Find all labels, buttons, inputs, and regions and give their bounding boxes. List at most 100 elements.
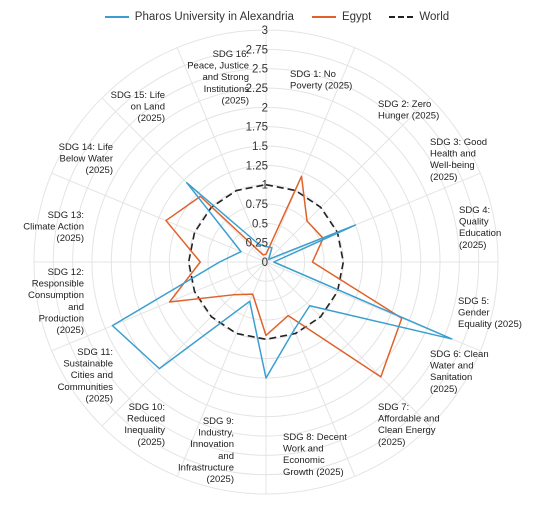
series-line-egypt [165,175,403,378]
category-label-line: SDG 14: Life [59,142,113,153]
category-label-line: (2025) [459,240,486,251]
category-label-line: SDG 7: [378,402,409,413]
category-label-line: Quality [459,217,489,228]
category-label-line: Sustainable [63,359,113,370]
legend-label-egypt: Egypt [341,11,372,23]
grid-spoke [265,172,481,263]
legend-swatch-world [389,16,414,18]
tick-label: 1.25 [246,160,268,172]
grid-spoke [101,97,267,263]
category-label-line: Reduced [127,414,165,425]
category-label-line: Communities [58,382,114,393]
category-label-line: Cities and [71,370,113,381]
tick-label: 2.75 [246,44,268,56]
category-label-line: (2025) [430,172,457,183]
category-label: SDG 12: Responsible Consumption and Producti… [28,267,84,336]
category-label-line: SDG 8: Decent [283,432,347,443]
category-label-line: SDG 1: No [290,69,336,80]
category-label-line: Well-being [430,160,475,171]
category-label: SDG 9: Industry, Innovation and Infrastructu… [178,416,234,485]
radar-series [111,175,453,379]
series-line-pharos-university-in-alexandria [111,181,453,379]
category-label-line: and Strong [203,72,249,83]
tick-label: 1 [262,180,268,192]
category-label-line: Education [459,228,501,239]
category-label-line: (2025) [138,437,165,448]
category-label-line: Gender [458,308,490,319]
grid-spoke [51,172,267,263]
category-label-line: Climate Action [23,222,84,233]
legend-label-pharos: Pharos University in Alexandria [134,11,294,23]
category-label-line: SDG 9: [203,416,234,427]
category-label: SDG 10: Reduced Inequality (2025) [124,402,165,448]
tick-label: 0 [262,257,268,269]
grid-spoke [265,47,356,263]
category-label: SDG 1: No Poverty (2025) [290,69,352,92]
category-label-line: SDG 16: [213,49,249,60]
tick-label: 2.5 [252,64,268,76]
category-label: SDG 3: Good Health and Well-being (2025) [430,137,487,183]
grid-spoke [51,261,267,352]
category-label-line: (2025) [57,325,84,336]
category-label-line: (2025) [57,233,84,244]
category-label-line: (2025) [378,437,405,448]
category-label-line: Poverty (2025) [290,81,352,92]
category-label-line: SDG 10: [129,402,165,413]
tick-label: 0.75 [246,199,268,211]
category-label-line: Equality (2025) [458,319,522,330]
legend-swatch-pharos [104,16,129,18]
category-label: SDG 7: Affordable and Clean Energy (2025) [378,402,440,448]
category-label-line: Industry, [198,428,234,439]
category-label: SDG 5: Gender Equality (2025) [458,296,522,330]
tick-label: 2.25 [246,83,268,95]
tick-label: 3 [262,25,268,37]
category-label: SDG 13: Climate Action (2025) [23,210,84,244]
grid-spoke [101,261,267,427]
tick-label: 1.75 [246,122,268,134]
category-label: SDG 4: Quality Education (2025) [459,205,501,251]
category-label-line: SDG 15: Life [111,90,165,101]
tick-label: 0.25 [246,238,268,250]
category-label-line: and [68,302,84,313]
category-label-line: SDG 3: Good [430,137,487,148]
legend-item-pharos[interactable]: Pharos University in Alexandria [104,11,294,23]
category-label: SDG 15: Life on Land (2025) [111,90,165,124]
category-label-line: Innovation [190,439,234,450]
tick-label: 0.5 [252,218,268,230]
legend-item-egypt[interactable]: Egypt [311,11,372,23]
category-label-line: (2025) [430,384,457,395]
category-label: SDG 8: Decent Work and Economic Growth (202… [283,432,347,478]
category-label-line: (2025) [207,474,234,485]
legend-item-world[interactable]: World [389,11,449,23]
tick-label: 1.5 [252,141,268,153]
category-label-line: Hunger (2025) [378,111,439,122]
category-label: SDG 6: Clean Water and Sanitation (2025) [430,349,489,395]
category-label-line: SDG 2: Zero [378,99,431,110]
category-label-line: Sanitation [430,372,472,383]
category-label-line: SDG 5: [458,296,489,307]
grid-spoke [265,97,431,263]
category-label-line: Peace, Justice [187,61,249,72]
tick-label: 2 [262,102,268,114]
grid-spoke [265,261,356,477]
grid-spoke [176,47,267,263]
grid-spoke [265,261,431,427]
category-label-line: Production [39,313,84,324]
category-label-line: SDG 6: Clean [430,349,489,360]
category-label-line: and [218,451,234,462]
category-label-line: SDG 11: [77,347,113,358]
chart-legend: Pharos University in Alexandria Egypt Wo… [0,6,554,28]
category-label-line: Infrastructure [178,462,234,473]
grid-spoke [176,261,267,477]
category-label-line: on Land [131,102,165,113]
radial-tick-labels: 0 0.25 0.5 0.75 1 1.25 1.5 1.75 2 2.25 2.5 2.75 3 [246,25,268,269]
category-label-line: Clean Energy [378,425,436,436]
legend-label-world: World [419,11,450,23]
category-label-line: Below Water [60,154,114,165]
category-label-line: (2025) [222,95,249,106]
legend-swatch-egypt [311,16,336,18]
category-label-line: Work and [283,444,323,455]
category-label-line: Institutions [204,84,250,95]
category-label-line: Responsible [32,279,84,290]
